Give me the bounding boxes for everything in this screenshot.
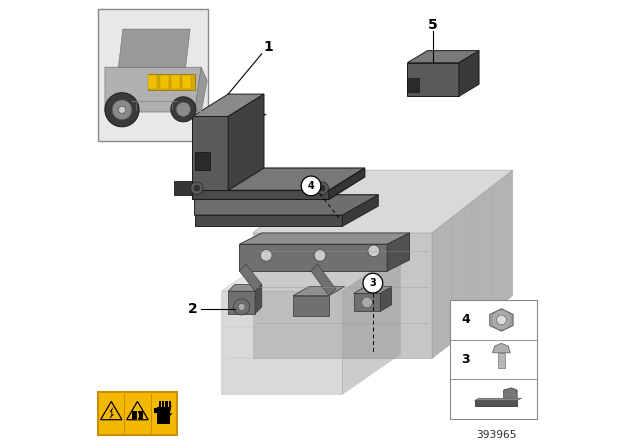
Polygon shape (228, 94, 264, 190)
Bar (154, 408, 158, 413)
Bar (168, 401, 171, 408)
Polygon shape (353, 287, 392, 293)
Circle shape (112, 100, 132, 120)
Circle shape (238, 303, 245, 310)
Bar (148, 74, 195, 90)
Polygon shape (192, 94, 264, 116)
Bar (99, 392, 177, 435)
Bar (99, 9, 208, 141)
Polygon shape (311, 264, 336, 296)
Bar (132, 411, 143, 419)
Circle shape (363, 273, 383, 293)
Polygon shape (432, 170, 513, 358)
Polygon shape (293, 287, 345, 296)
Bar (159, 75, 168, 89)
Polygon shape (493, 343, 511, 353)
Circle shape (260, 250, 272, 261)
Circle shape (234, 299, 250, 315)
Bar (148, 75, 157, 89)
Polygon shape (228, 291, 255, 314)
Polygon shape (192, 190, 329, 199)
Bar (450, 300, 538, 419)
Polygon shape (127, 401, 148, 420)
Text: 5: 5 (428, 17, 438, 32)
Bar (157, 408, 170, 425)
Circle shape (316, 182, 328, 194)
Text: 3: 3 (461, 353, 470, 366)
Polygon shape (504, 388, 517, 401)
Circle shape (118, 106, 125, 113)
Polygon shape (195, 152, 210, 170)
Bar (162, 401, 164, 408)
Circle shape (176, 102, 191, 116)
Polygon shape (228, 284, 262, 291)
Circle shape (497, 315, 506, 325)
Circle shape (191, 182, 203, 194)
Polygon shape (255, 284, 262, 314)
Circle shape (368, 245, 380, 257)
Polygon shape (195, 195, 378, 215)
Polygon shape (253, 233, 432, 358)
Polygon shape (239, 233, 410, 244)
Circle shape (171, 97, 196, 122)
Text: 1: 1 (264, 40, 273, 54)
Polygon shape (342, 195, 378, 226)
Polygon shape (293, 296, 329, 316)
Polygon shape (490, 309, 513, 331)
Polygon shape (475, 401, 517, 406)
Polygon shape (105, 67, 202, 112)
Bar (182, 75, 191, 89)
Bar (165, 401, 168, 408)
Polygon shape (380, 287, 392, 311)
Bar (171, 75, 180, 89)
Text: 4: 4 (308, 181, 314, 191)
Polygon shape (174, 181, 192, 195)
Polygon shape (239, 264, 262, 291)
Polygon shape (100, 401, 122, 420)
Polygon shape (109, 407, 114, 419)
Polygon shape (407, 78, 419, 92)
Polygon shape (192, 168, 365, 190)
Polygon shape (459, 51, 479, 96)
Polygon shape (195, 67, 207, 112)
Text: 393965: 393965 (477, 431, 517, 440)
Polygon shape (239, 244, 387, 271)
Circle shape (301, 176, 321, 196)
Text: i: i (136, 413, 139, 418)
Polygon shape (407, 51, 479, 63)
Text: 4: 4 (461, 314, 470, 327)
Polygon shape (195, 134, 378, 215)
Polygon shape (387, 233, 410, 271)
Circle shape (105, 93, 139, 127)
Polygon shape (195, 114, 266, 134)
Polygon shape (329, 168, 365, 199)
Text: 2: 2 (188, 302, 197, 316)
Circle shape (319, 185, 325, 191)
Circle shape (194, 185, 200, 191)
Text: 3: 3 (369, 278, 376, 288)
Polygon shape (195, 215, 342, 226)
Polygon shape (407, 63, 459, 96)
Polygon shape (221, 251, 401, 291)
Polygon shape (221, 291, 342, 394)
Bar (499, 353, 504, 368)
Polygon shape (192, 116, 228, 190)
Bar (159, 401, 161, 408)
Polygon shape (475, 398, 522, 401)
Circle shape (314, 250, 326, 261)
Polygon shape (342, 251, 401, 394)
Polygon shape (353, 293, 380, 311)
Polygon shape (167, 405, 173, 418)
Polygon shape (118, 29, 190, 67)
Polygon shape (253, 170, 513, 233)
Circle shape (362, 297, 372, 308)
